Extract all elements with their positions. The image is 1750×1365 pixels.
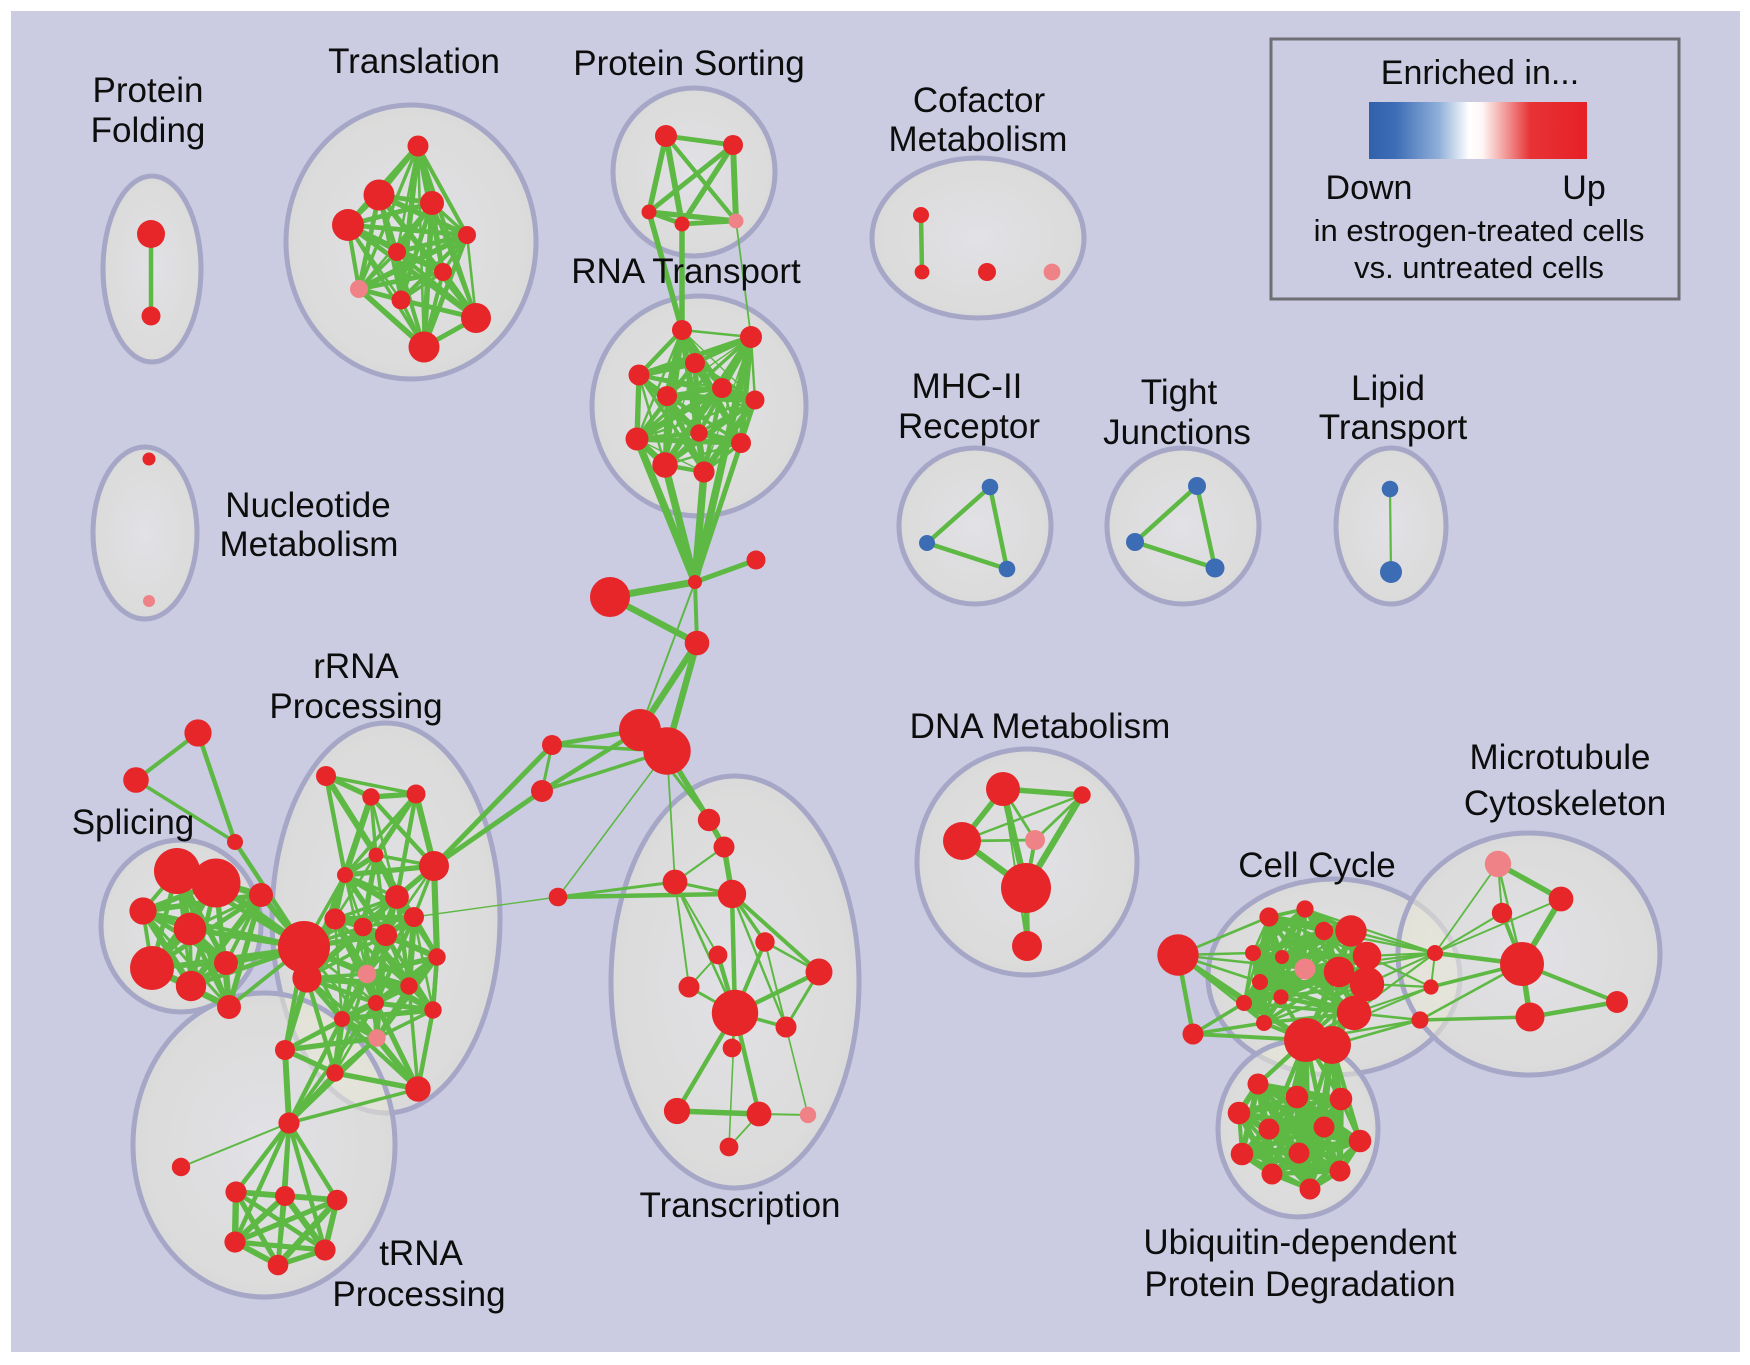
svg-text:Cofactor: Cofactor [913, 81, 1046, 120]
svg-text:RNA Transport: RNA Transport [571, 252, 801, 291]
svg-text:Receptor: Receptor [898, 407, 1040, 446]
svg-text:Cytoskeleton: Cytoskeleton [1464, 784, 1666, 823]
svg-text:DNA Metabolism: DNA Metabolism [910, 707, 1171, 746]
svg-text:Protein Degradation: Protein Degradation [1144, 1265, 1455, 1304]
svg-text:Protein Sorting: Protein Sorting [573, 44, 805, 83]
svg-text:Protein: Protein [93, 71, 204, 110]
svg-text:MHC-II: MHC-II [912, 367, 1023, 406]
svg-text:Enriched in...: Enriched in... [1381, 54, 1579, 92]
svg-text:tRNA: tRNA [379, 1234, 463, 1273]
svg-text:in estrogen-treated cells: in estrogen-treated cells [1314, 213, 1645, 248]
svg-text:Transport: Transport [1319, 408, 1468, 447]
svg-text:Ubiquitin-dependent: Ubiquitin-dependent [1143, 1223, 1457, 1262]
svg-text:Metabolism: Metabolism [220, 525, 399, 564]
svg-text:Microtubule: Microtubule [1470, 738, 1651, 777]
svg-text:Up: Up [1562, 169, 1605, 207]
svg-text:Folding: Folding [91, 111, 206, 150]
svg-text:rRNA: rRNA [313, 647, 399, 686]
svg-text:Splicing: Splicing [72, 803, 195, 842]
svg-text:vs. untreated cells: vs. untreated cells [1354, 250, 1604, 285]
svg-text:Nucleotide: Nucleotide [225, 486, 390, 525]
svg-text:Down: Down [1326, 169, 1413, 207]
svg-text:Metabolism: Metabolism [889, 120, 1068, 159]
svg-text:Processing: Processing [269, 687, 442, 726]
svg-text:Junctions: Junctions [1103, 413, 1251, 452]
svg-text:Transcription: Transcription [640, 1186, 841, 1225]
svg-text:Cell Cycle: Cell Cycle [1238, 846, 1396, 885]
svg-text:Lipid: Lipid [1351, 369, 1425, 408]
svg-text:Processing: Processing [332, 1275, 505, 1314]
svg-text:Translation: Translation [328, 42, 500, 81]
svg-text:Tight: Tight [1141, 373, 1218, 412]
